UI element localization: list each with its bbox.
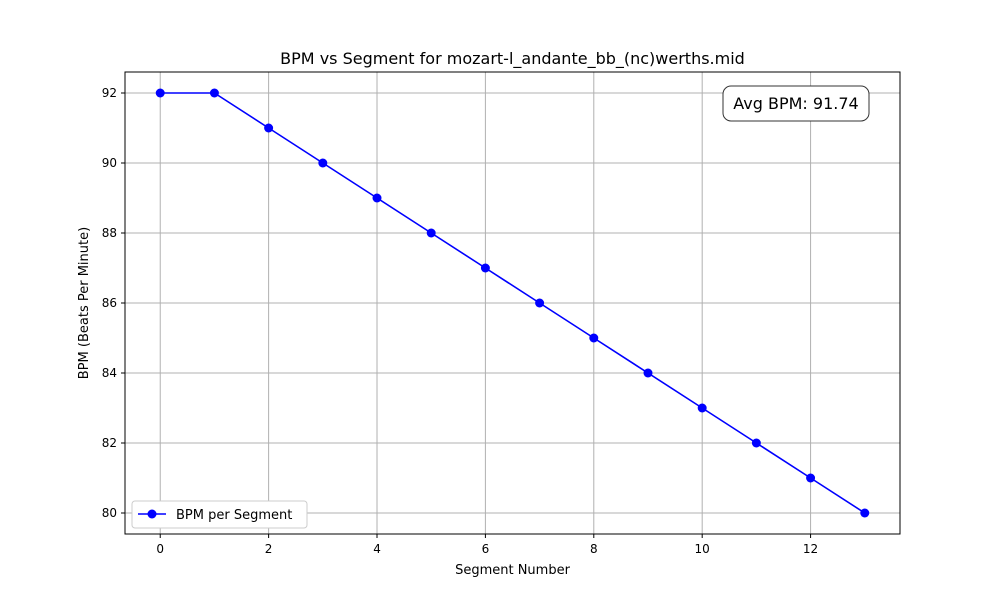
data-point <box>480 263 490 273</box>
data-point <box>806 473 816 483</box>
y-tick-label: 84 <box>102 366 117 380</box>
legend: BPM per Segment <box>131 500 308 529</box>
series-layer <box>155 88 870 518</box>
chart-title: BPM vs Segment for mozart-l_andante_bb_(… <box>280 49 745 69</box>
y-tick-label: 86 <box>102 296 117 310</box>
y-axis-label: BPM (Beats Per Minute) <box>77 227 92 379</box>
annotation-box <box>722 85 870 122</box>
x-tick-label: 8 <box>590 542 598 556</box>
x-tick-label: 12 <box>803 542 818 556</box>
legend-label: BPM per Segment <box>176 508 292 523</box>
data-point <box>535 298 545 308</box>
y-tick-label: 92 <box>102 86 117 100</box>
data-point <box>751 438 761 448</box>
annotation-text: Avg BPM: 91.74 <box>733 94 858 113</box>
x-axis-label: Segment Number <box>455 563 571 578</box>
y-tick-label: 80 <box>102 506 117 520</box>
avg-bpm-annotation: Avg BPM: 91.74 <box>722 85 870 122</box>
axis-ticks: 0 2 4 6 8 10 12 80 82 84 86 88 90 92 <box>102 86 818 556</box>
data-point <box>318 158 328 168</box>
x-tick-label: 4 <box>373 542 381 556</box>
data-point <box>643 368 653 378</box>
x-tick-label: 0 <box>156 542 164 556</box>
y-tick-label: 88 <box>102 226 117 240</box>
data-point <box>209 88 219 98</box>
x-tick-label: 2 <box>265 542 273 556</box>
y-tick-label: 82 <box>102 436 117 450</box>
y-tick-label: 90 <box>102 156 117 170</box>
legend-frame <box>131 500 308 529</box>
data-point <box>426 228 436 238</box>
x-tick-label: 10 <box>695 542 710 556</box>
data-point <box>264 123 274 133</box>
data-point <box>860 508 870 518</box>
data-point <box>155 88 165 98</box>
data-point <box>589 333 599 343</box>
series-line <box>160 92 866 514</box>
data-point <box>697 403 707 413</box>
legend-marker-swatch <box>147 509 157 519</box>
data-point <box>372 193 382 203</box>
x-tick-label: 6 <box>482 542 490 556</box>
